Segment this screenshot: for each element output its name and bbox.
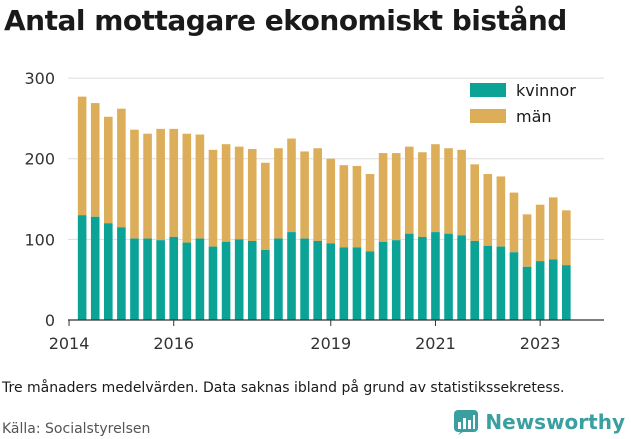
y-tick-label: 100	[24, 230, 55, 249]
source-label: Källa: Socialstyrelsen	[2, 421, 151, 437]
bar-kvinnor	[522, 266, 532, 320]
bar-kvinnor	[77, 215, 87, 320]
bar-man	[156, 128, 165, 241]
bar-kvinnor	[208, 246, 218, 320]
y-tick-label: 300	[24, 69, 55, 88]
legend-label-man: män	[516, 107, 552, 126]
legend-swatch-man	[470, 109, 506, 123]
x-tick-label: 2021	[415, 334, 456, 353]
bar-kvinnor	[195, 238, 205, 320]
newsworthy-logo-icon	[454, 410, 479, 435]
bar-kvinnor	[562, 265, 571, 320]
bar-man	[77, 96, 87, 216]
bar-kvinnor	[90, 216, 100, 320]
bar-man	[352, 165, 362, 248]
bar-man	[182, 133, 192, 243]
bar-man	[391, 153, 401, 241]
bar-man	[326, 158, 336, 244]
bar-man	[522, 214, 532, 267]
chart-caption: Tre månaders medelvärden. Data saknas ib…	[2, 380, 565, 396]
bar-man	[562, 210, 571, 266]
bar-kvinnor	[496, 246, 506, 320]
bar-kvinnor	[391, 240, 401, 320]
stacked-bar-chart: 0 100 200 300 2014 2016 2019 2021 2023 kvinnor män	[24, 69, 604, 353]
bar-kvinnor	[313, 240, 322, 320]
bar-kvinnor	[326, 243, 336, 320]
bar-man	[90, 103, 100, 217]
bar-man	[431, 144, 440, 233]
bar-kvinnor	[470, 240, 480, 320]
bar-kvinnor	[261, 249, 270, 320]
chart-title: Antal mottagare ekonomiskt bistånd	[4, 4, 567, 37]
bar-kvinnor	[548, 259, 558, 320]
bar-kvinnor	[156, 240, 165, 320]
bar-kvinnor	[509, 252, 519, 320]
bar-man	[130, 129, 139, 239]
x-tick-label: 2019	[310, 334, 351, 353]
legend-swatch-kvinnor	[470, 83, 506, 97]
bar-kvinnor	[130, 238, 139, 320]
bar-man	[195, 134, 205, 239]
bar-kvinnor	[221, 241, 231, 320]
bar-man	[418, 152, 427, 237]
bar-man	[535, 204, 545, 262]
brand: Newsworthy	[453, 409, 625, 435]
x-tick-label: 2023	[520, 334, 561, 353]
y-tick-label: 0	[45, 311, 55, 330]
bar-man	[548, 197, 558, 260]
bar-man	[470, 164, 480, 241]
bar-man	[339, 165, 349, 248]
bar-kvinnor	[444, 233, 453, 320]
bar-kvinnor	[431, 232, 440, 320]
bar-kvinnor	[365, 251, 375, 320]
bar-kvinnor	[457, 235, 466, 320]
bar-man	[300, 151, 309, 239]
bar-kvinnor	[300, 238, 309, 320]
bar-man	[208, 149, 218, 247]
x-tick-label: 2016	[153, 334, 194, 353]
bar-man	[483, 174, 493, 246]
bar-kvinnor	[247, 240, 257, 320]
bar-kvinnor	[535, 261, 545, 320]
bar-kvinnor	[104, 223, 113, 320]
bar-man	[313, 148, 322, 241]
bar-kvinnor	[182, 242, 192, 320]
bar-kvinnor	[117, 227, 126, 320]
brand-name: Newsworthy	[485, 410, 625, 434]
bar-kvinnor	[143, 238, 152, 320]
bar-man	[457, 149, 466, 236]
bar-kvinnor	[378, 241, 388, 320]
bar-man	[221, 144, 231, 242]
bar-kvinnor	[418, 236, 427, 320]
bar-man	[261, 162, 270, 250]
bar-kvinnor	[169, 236, 179, 320]
bar-kvinnor	[404, 233, 414, 320]
bar-kvinnor	[483, 245, 493, 320]
bar-man	[169, 128, 179, 237]
bar-kvinnor	[274, 238, 283, 320]
bar-man	[247, 149, 257, 241]
bar-man	[444, 148, 453, 234]
bar-man	[365, 174, 375, 252]
bar-man	[378, 153, 388, 242]
legend-label-kvinnor: kvinnor	[516, 81, 576, 100]
bar-man	[404, 146, 414, 234]
bar-man	[104, 116, 113, 224]
bar-man	[509, 192, 519, 253]
bar-kvinnor	[287, 232, 296, 320]
bar-man	[117, 108, 126, 228]
bar-man	[143, 133, 152, 239]
bar-man	[496, 176, 506, 247]
bar-kvinnor	[234, 239, 244, 320]
bar-man	[234, 146, 244, 240]
bar-kvinnor	[339, 247, 349, 320]
y-tick-label: 200	[24, 150, 55, 169]
bar-man	[287, 138, 296, 233]
bar-man	[274, 148, 283, 239]
bar-kvinnor	[352, 247, 362, 320]
x-tick-label: 2014	[49, 334, 90, 353]
